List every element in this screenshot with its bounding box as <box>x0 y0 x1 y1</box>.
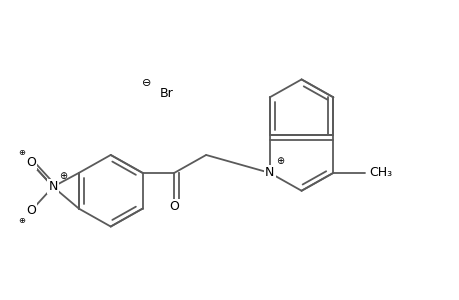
Text: ⊕: ⊕ <box>18 148 25 158</box>
Text: N: N <box>48 180 58 193</box>
Text: Br: Br <box>159 87 173 100</box>
Text: ⊕: ⊕ <box>18 216 25 225</box>
Text: O: O <box>169 200 179 213</box>
Text: CH₃: CH₃ <box>369 167 392 179</box>
Text: ⊕: ⊕ <box>275 156 283 166</box>
Text: N: N <box>264 167 274 179</box>
Text: ⊕: ⊕ <box>59 171 67 181</box>
Text: O: O <box>26 204 36 217</box>
Text: ⊖: ⊖ <box>141 78 151 88</box>
Text: O: O <box>26 156 36 170</box>
